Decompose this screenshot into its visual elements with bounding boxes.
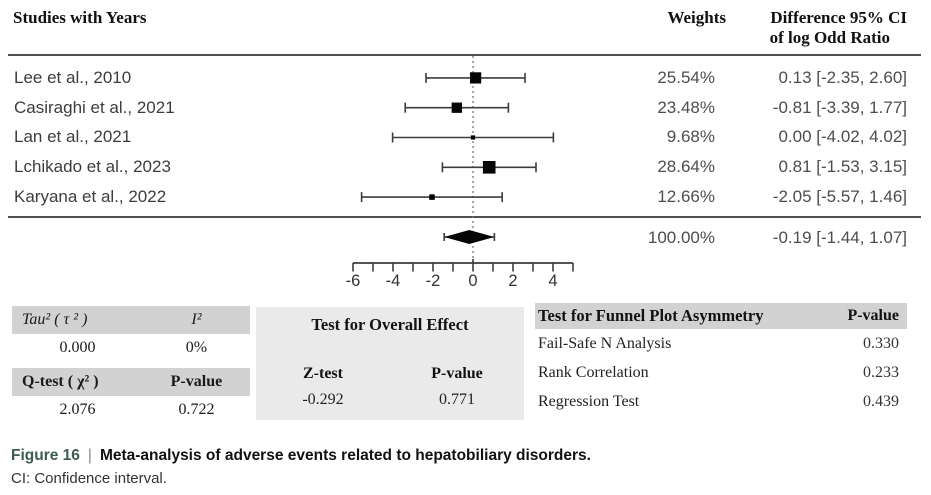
funnel-row-failsafe: Fail-Safe N Analysis 0.330: [535, 329, 907, 358]
study-label: Lee et al., 2010: [14, 67, 132, 87]
header-divider-line: [8, 54, 921, 56]
column-header-studies: Studies with Years: [13, 8, 147, 27]
regression-test-label: Regression Test: [538, 392, 640, 410]
tau-squared-value: 0.000: [59, 339, 96, 356]
study-row: Lchikado et al., 2023 28.64% 0.81 [-1.53, …: [0, 152, 931, 182]
column-header-log-odd-ratio: of log Odd Ratio: [769, 28, 890, 47]
caption-note: CI: Confidence interval.: [11, 470, 167, 487]
study-label: Casiraghi et al., 2021: [14, 97, 175, 117]
tau-squared-label: Tau² ( τ ² ): [22, 311, 88, 328]
x-axis-tick-label: 2: [508, 272, 518, 290]
study-label: Lchikado et al., 2023: [14, 157, 171, 177]
study-weight-value: 23.48%: [657, 97, 715, 117]
z-p-value-label: P-value: [431, 365, 483, 382]
figure-number: Figure 16: [11, 447, 80, 464]
study-estimate-ci-value: -0.81 [-3.39, 1.77]: [772, 97, 907, 117]
study-row: Lee et al., 2010 25.54% 0.13 [-2.35, 2.60]: [0, 63, 931, 93]
z-test-label: Z-test: [303, 365, 343, 382]
x-axis-tick-label: -6: [345, 272, 361, 290]
i-squared-value: 0%: [185, 339, 208, 356]
figure-caption: Figure 16 | Meta-analysis of adverse event…: [11, 447, 591, 465]
study-row: Karyana et al., 2022 12.66% -2.05 [-5.57, …: [0, 182, 931, 212]
study-label: Karyana et al., 2022: [14, 187, 167, 207]
study-rows: Lee et al., 2010 25.54% 0.13 [-2.35, 2.60]…: [0, 63, 931, 212]
q-test-label: Q-test ( χ² ): [22, 373, 99, 390]
study-row: Casiraghi et al., 2021 23.48% -0.81 [-3.39…: [0, 93, 931, 123]
funnel-row-rank-correlation: Rank Correlation 0.233: [535, 358, 907, 387]
heterogeneity-value-row-2: 2.076 0.722: [12, 396, 250, 424]
caption-separator: |: [87, 447, 92, 464]
study-weight-value: 12.66%: [657, 187, 715, 207]
study-estimate-ci-value: 0.13 [-2.35, 2.60]: [778, 67, 907, 87]
i-squared-label: I²: [191, 311, 202, 328]
x-axis-tick-labels: -6 -4 -2 0 2 4: [0, 272, 931, 294]
funnel-title: Test for Funnel Plot Asymmetry: [538, 306, 764, 325]
q-p-value-label: P-value: [170, 373, 223, 390]
heterogeneity-header-row-1: Tau² ( τ ² ) I²: [12, 306, 250, 334]
study-label: Lan et al., 2021: [14, 127, 132, 147]
caption-title: Meta-analysis of adverse events related …: [99, 447, 591, 464]
funnel-table-header: Test for Funnel Plot Asymmetry P-value: [535, 303, 907, 329]
x-axis-tick-label: -2: [425, 272, 441, 290]
failsafe-p-value: 0.330: [863, 334, 899, 352]
study-weight-value: 28.64%: [657, 157, 715, 177]
overall-effect-panel: Test for Overall Effect Z-test P-value -…: [256, 307, 524, 420]
x-axis-tick-label: -4: [385, 272, 401, 290]
overall-summary-row: 100.00% -0.19 [-1.44, 1.07]: [0, 224, 931, 252]
overall-estimate-ci-value: -0.19 [-1.44, 1.07]: [772, 228, 907, 247]
study-estimate-ci-value: -2.05 [-5.57, 1.46]: [772, 187, 907, 207]
failsafe-label: Fail-Safe N Analysis: [538, 334, 672, 352]
heterogeneity-value-row-1: 0.000 0%: [12, 334, 250, 362]
funnel-asymmetry-table: Test for Funnel Plot Asymmetry P-value F…: [535, 303, 907, 416]
x-axis-tick-label: 0: [468, 272, 478, 290]
x-axis-tick-label: 4: [548, 272, 558, 290]
rank-correlation-label: Rank Correlation: [538, 363, 649, 381]
funnel-p-value-label: P-value: [847, 307, 899, 324]
funnel-row-regression-test: Regression Test 0.439: [535, 387, 907, 416]
column-header-difference-ci: Difference 95% CI: [770, 8, 907, 27]
z-p-value: 0.771: [439, 391, 475, 408]
study-estimate-ci-value: 0.81 [-1.53, 3.15]: [778, 157, 907, 177]
q-p-value: 0.722: [178, 401, 215, 418]
overall-effect-title: Test for Overall Effect: [311, 315, 469, 334]
study-weight-value: 9.68%: [666, 127, 715, 147]
rank-correlation-p-value: 0.233: [863, 363, 899, 381]
overall-effect-value-row: -0.292 0.771: [256, 391, 524, 409]
study-row: Lan et al., 2021 9.68% 0.00 [-4.02, 4.02]: [0, 123, 931, 153]
overall-weight-value: 100.00%: [647, 228, 715, 247]
z-test-value: -0.292: [302, 391, 344, 408]
study-estimate-ci-value: 0.00 [-4.02, 4.02]: [778, 127, 907, 147]
regression-test-p-value: 0.439: [863, 392, 899, 410]
column-header-weights: Weights: [667, 8, 726, 27]
q-test-value: 2.076: [59, 401, 96, 418]
overall-effect-header-row: Z-test P-value: [256, 365, 524, 383]
summary-divider-line: [8, 216, 921, 218]
study-weight-value: 25.54%: [657, 67, 715, 87]
heterogeneity-header-row-2: Q-test ( χ² ) P-value: [12, 368, 250, 396]
heterogeneity-table: Tau² ( τ ² ) I² 0.000 0% Q-test ( χ² ) P…: [12, 306, 250, 424]
